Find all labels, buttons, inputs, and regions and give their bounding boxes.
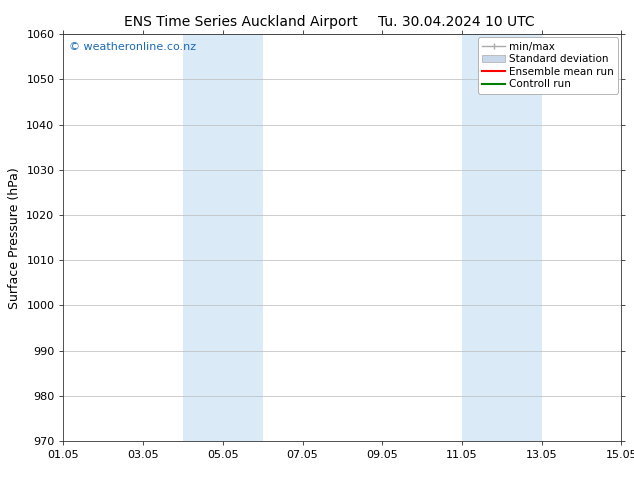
Y-axis label: Surface Pressure (hPa): Surface Pressure (hPa) <box>8 167 21 309</box>
Text: ENS Time Series Auckland Airport: ENS Time Series Auckland Airport <box>124 15 358 29</box>
Bar <box>183 34 262 441</box>
Text: © weatheronline.co.nz: © weatheronline.co.nz <box>69 43 196 52</box>
Legend: min/max, Standard deviation, Ensemble mean run, Controll run: min/max, Standard deviation, Ensemble me… <box>478 37 618 94</box>
Bar <box>462 34 541 441</box>
Text: Tu. 30.04.2024 10 UTC: Tu. 30.04.2024 10 UTC <box>378 15 535 29</box>
